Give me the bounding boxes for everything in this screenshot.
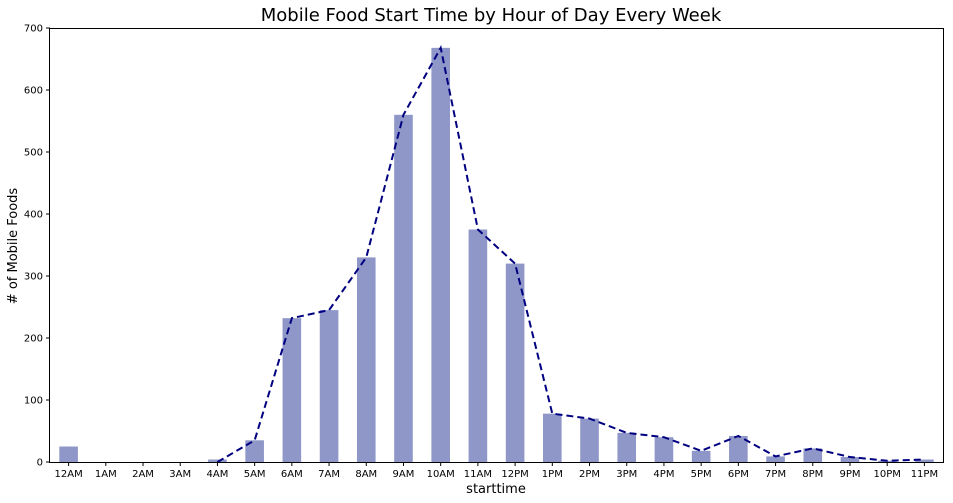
plot-frame <box>49 28 944 463</box>
bar-9pm <box>840 457 860 462</box>
bar-2pm <box>580 418 599 462</box>
x-tick-label: 3PM <box>616 469 637 480</box>
x-tick-label: 9AM <box>393 469 415 480</box>
trend-line <box>216 44 925 463</box>
x-tick-label: 3AM <box>169 469 191 480</box>
x-tick-label: 4PM <box>653 469 674 480</box>
x-tick-label: 6PM <box>728 469 749 480</box>
y-tick-label: 500 <box>24 148 43 159</box>
bar-8am <box>356 257 376 462</box>
bar-11pm <box>915 459 934 462</box>
x-tick-label: 10AM <box>427 469 455 480</box>
y-tick-label: 300 <box>24 272 43 283</box>
y-axis: 0 100 200 300 400 500 600 700 <box>24 24 50 469</box>
x-tick-label: 9PM <box>839 469 860 480</box>
x-tick-label: 1PM <box>542 469 563 480</box>
y-tick-label: 100 <box>24 396 43 407</box>
bar-7pm <box>766 456 785 462</box>
x-axis-label: starttime <box>466 482 526 497</box>
line-group <box>216 44 925 463</box>
bar-1pm <box>543 413 562 462</box>
x-tick-label: 8PM <box>802 469 823 480</box>
bar-12pm <box>505 263 525 462</box>
x-tick-label: 10PM <box>873 469 900 480</box>
x-tick-label: 12PM <box>501 469 528 480</box>
x-tick-label: 11PM <box>911 469 938 480</box>
x-tick-label: 4AM <box>207 469 229 480</box>
bar-6pm <box>729 435 748 462</box>
x-tick-label: 11AM <box>464 469 492 480</box>
x-axis: 12AM 1AM 2AM 3AM 4AM 5AM 6AM 7AM 8AM 9AM 10AM 11AM 1… <box>55 462 938 480</box>
y-tick-label: 200 <box>24 334 43 345</box>
x-tick-label: 7AM <box>318 469 340 480</box>
bar-11am <box>468 229 488 462</box>
bar-5pm <box>691 450 711 462</box>
x-tick-label: 8AM <box>355 469 377 480</box>
x-tick-label: 5AM <box>244 469 266 480</box>
bars-group <box>59 47 934 463</box>
bar-5am <box>245 440 264 462</box>
y-tick-label: 0 <box>37 458 43 469</box>
bar-6am <box>282 318 302 462</box>
bar-4pm <box>654 437 674 462</box>
bar-12am <box>59 446 78 462</box>
y-tick-label: 700 <box>24 24 43 35</box>
x-tick-label: 2PM <box>579 469 600 480</box>
bar-8pm <box>803 448 823 462</box>
chart-title: Mobile Food Start Time by Hour of Day Ev… <box>261 5 722 26</box>
bar-9am <box>394 114 413 463</box>
x-tick-label: 7PM <box>765 469 786 480</box>
x-tick-label: 6AM <box>281 469 303 480</box>
x-tick-label: 5PM <box>691 469 712 480</box>
x-tick-label: 12AM <box>55 469 83 480</box>
bar-10am <box>431 47 450 463</box>
y-tick-label: 400 <box>24 210 43 221</box>
y-tick-label: 600 <box>24 86 43 97</box>
bar-3pm <box>617 432 637 462</box>
y-axis-label: # of Mobile Foods <box>6 188 21 305</box>
x-tick-label: 1AM <box>95 469 117 480</box>
bar-7am <box>319 310 339 462</box>
bar-4am <box>208 459 227 462</box>
x-tick-label: 2AM <box>132 469 154 480</box>
